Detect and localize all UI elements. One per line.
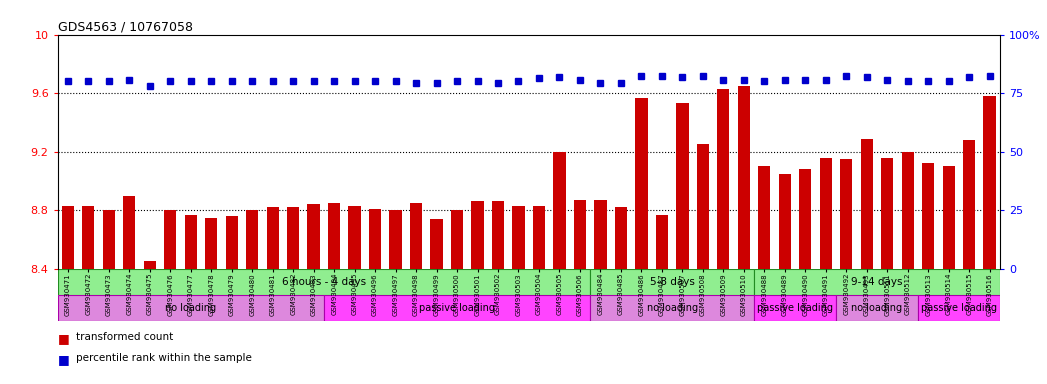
Bar xyxy=(164,210,176,269)
Text: transformed count: transformed count xyxy=(76,332,174,342)
Bar xyxy=(246,210,259,269)
Bar xyxy=(410,203,422,269)
Bar xyxy=(861,139,873,269)
Bar xyxy=(184,215,197,269)
Bar xyxy=(758,166,771,269)
Bar xyxy=(820,157,832,269)
Bar xyxy=(225,216,238,269)
Bar xyxy=(615,207,627,269)
Bar xyxy=(676,103,689,269)
Text: no loading: no loading xyxy=(851,303,903,313)
Bar xyxy=(124,195,135,269)
Bar xyxy=(62,206,74,269)
Bar xyxy=(103,210,115,269)
Bar xyxy=(308,204,319,269)
Bar xyxy=(942,166,955,269)
Text: ■: ■ xyxy=(58,332,69,345)
Bar xyxy=(82,206,94,269)
Bar xyxy=(591,295,754,321)
Bar xyxy=(451,210,463,269)
Bar xyxy=(738,86,750,269)
Text: percentile rank within the sample: percentile rank within the sample xyxy=(76,353,252,363)
Text: no loading: no loading xyxy=(165,303,217,313)
Bar xyxy=(553,152,565,269)
Bar xyxy=(267,207,279,269)
Bar xyxy=(471,202,484,269)
Bar xyxy=(754,269,1000,295)
Bar xyxy=(696,144,709,269)
Bar xyxy=(922,163,934,269)
Bar xyxy=(58,295,324,321)
Text: 9-14 days: 9-14 days xyxy=(851,277,903,287)
Bar xyxy=(840,159,852,269)
Bar xyxy=(799,169,811,269)
Bar xyxy=(963,140,976,269)
Bar xyxy=(754,295,836,321)
Text: 6 hours - 4 days: 6 hours - 4 days xyxy=(282,277,366,287)
Bar xyxy=(143,262,156,269)
Text: passive loading: passive loading xyxy=(419,303,495,313)
Bar xyxy=(636,98,647,269)
Bar xyxy=(369,209,381,269)
Bar xyxy=(595,200,606,269)
Text: ■: ■ xyxy=(58,353,69,366)
Bar xyxy=(533,206,545,269)
Bar xyxy=(512,206,525,269)
Bar xyxy=(591,269,754,295)
Bar xyxy=(836,295,918,321)
Bar xyxy=(349,206,361,269)
Text: 5-8 days: 5-8 days xyxy=(650,277,694,287)
Bar xyxy=(983,96,996,269)
Bar xyxy=(717,89,730,269)
Bar xyxy=(389,210,402,269)
Bar xyxy=(882,157,893,269)
Bar xyxy=(918,295,1000,321)
Text: GDS4563 / 10767058: GDS4563 / 10767058 xyxy=(58,20,193,33)
Text: no loading: no loading xyxy=(647,303,697,313)
Bar xyxy=(328,203,340,269)
Bar xyxy=(574,200,586,269)
Bar xyxy=(324,295,591,321)
Bar xyxy=(901,152,914,269)
Text: passive loading: passive loading xyxy=(921,303,997,313)
Bar xyxy=(287,207,299,269)
Bar xyxy=(430,219,443,269)
Bar xyxy=(779,174,790,269)
Bar xyxy=(492,202,505,269)
Bar xyxy=(58,269,591,295)
Bar xyxy=(205,218,218,269)
Text: passive loading: passive loading xyxy=(757,303,833,313)
Bar xyxy=(655,215,668,269)
